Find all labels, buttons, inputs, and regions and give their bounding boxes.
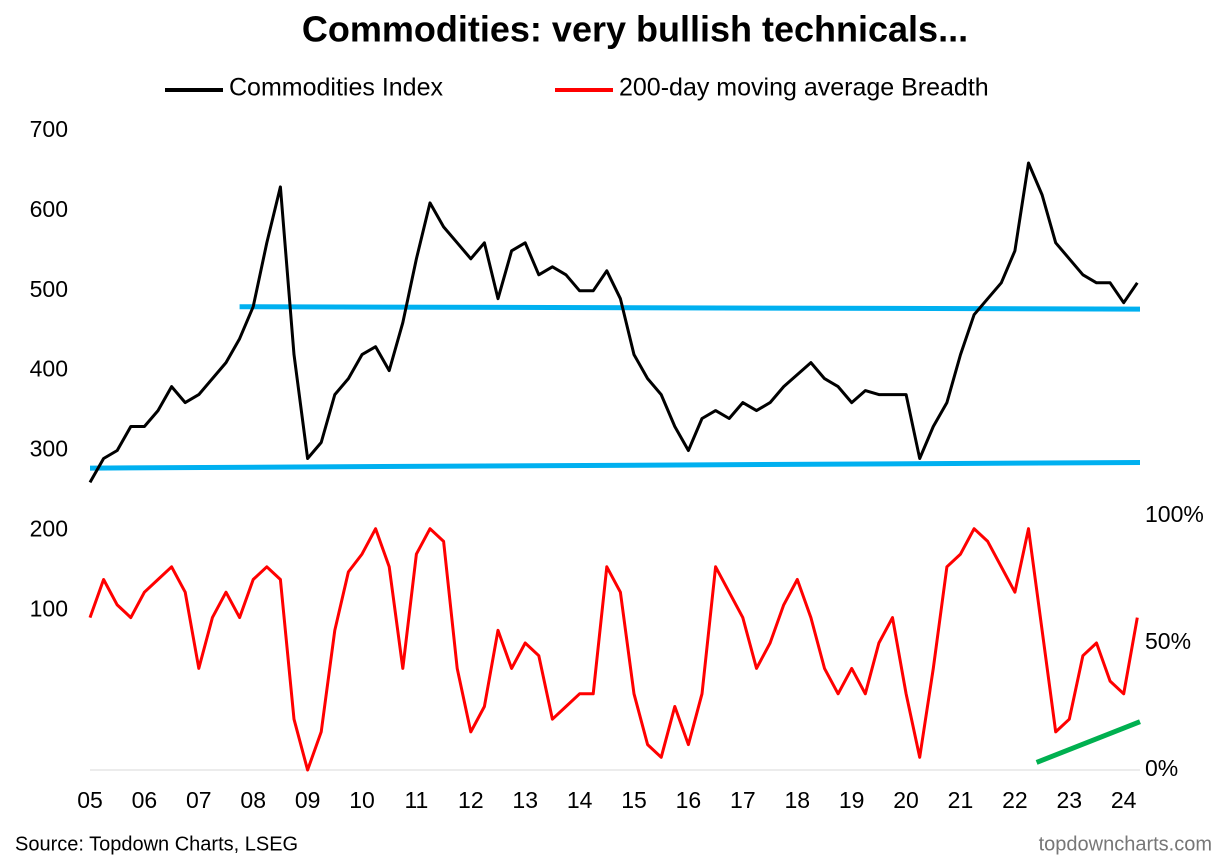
y-tick-label: 600 [30, 196, 68, 222]
y-tick-label: 100 [30, 595, 68, 621]
series-line [88, 527, 1139, 772]
x-tick-label: 12 [458, 787, 484, 813]
chart-title: Commodities: very bullish technicals... [302, 9, 968, 50]
y2-tick-label: 0% [1145, 755, 1178, 781]
x-tick-label: 10 [349, 787, 375, 813]
x-tick-label: 08 [240, 787, 266, 813]
y2-tick-label: 50% [1145, 628, 1191, 654]
x-tick-label: 24 [1111, 787, 1137, 813]
x-tick-label: 11 [404, 787, 428, 813]
x-tick-label: 07 [186, 787, 212, 813]
x-tick-label: 09 [295, 787, 321, 813]
y-tick-label: 300 [30, 436, 68, 462]
x-tick-label: 14 [567, 787, 593, 813]
y-tick-label: 400 [30, 356, 68, 382]
x-tick-label: 15 [621, 787, 647, 813]
x-tick-label: 20 [893, 787, 919, 813]
x-tick-label: 17 [730, 787, 756, 813]
x-tick-label: 18 [784, 787, 810, 813]
series-line [88, 161, 1139, 484]
x-tick-label: 22 [1002, 787, 1028, 813]
x-tick-label: 05 [77, 787, 103, 813]
reference-line [1035, 719, 1141, 765]
x-tick-label: 23 [1056, 787, 1082, 813]
y-tick-label: 200 [30, 515, 68, 541]
source-note: Source: Topdown Charts, LSEG [15, 833, 298, 855]
legend-label: 200-day moving average Breadth [619, 74, 989, 102]
y-tick-label: 500 [30, 276, 68, 302]
x-tick-label: 16 [676, 787, 702, 813]
y-tick-label: 700 [30, 116, 68, 142]
watermark: topdowncharts.com [1039, 833, 1212, 855]
legend-label: Commodities Index [229, 74, 443, 102]
y2-tick-label: 100% [1145, 501, 1204, 527]
x-tick-label: 13 [512, 787, 538, 813]
x-tick-label: 19 [839, 787, 865, 813]
x-tick-label: 06 [132, 787, 158, 813]
reference-line [89, 460, 1141, 471]
reference-line [239, 304, 1141, 312]
x-tick-label: 21 [948, 787, 974, 813]
